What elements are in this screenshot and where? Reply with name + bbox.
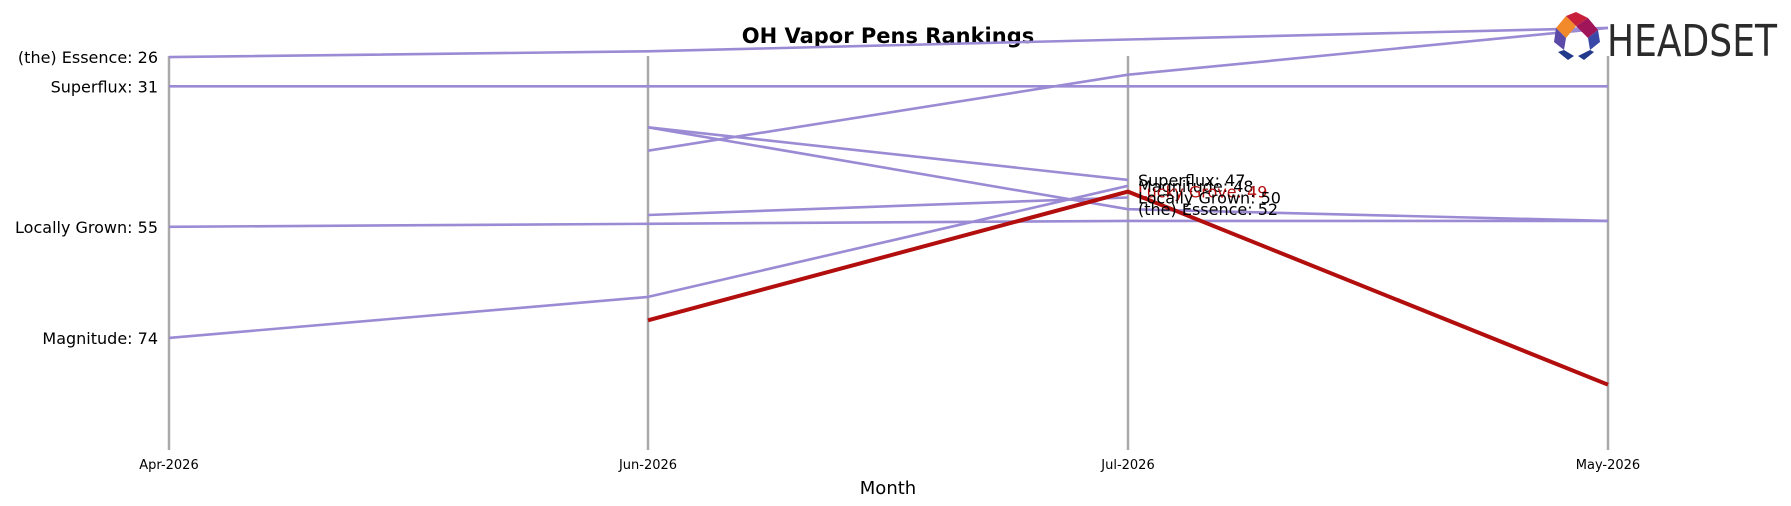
x-tick-label: Jun-2026 bbox=[618, 458, 677, 473]
logo-text: HEADSET bbox=[1607, 16, 1777, 67]
x-tick-label: May-2026 bbox=[1576, 458, 1640, 473]
right-rank-label: Locally Grown: 50 bbox=[1138, 189, 1281, 208]
series-line bbox=[647, 126, 1609, 223]
x-tick-label: Apr-2026 bbox=[139, 458, 198, 473]
right-rank-label: Superflux: 47 bbox=[1138, 171, 1245, 190]
right-rank-label: (the) Essence: 52 bbox=[1138, 200, 1278, 219]
series-line bbox=[647, 196, 1129, 217]
right-rank-label: Lucky Grove: 49 bbox=[1138, 183, 1267, 202]
x-tick-label: Jul-2026 bbox=[1100, 458, 1154, 473]
series-line bbox=[168, 219, 1608, 229]
x-axis-label: Month bbox=[860, 478, 916, 499]
right-rank-label: Magnitude: 48 bbox=[1138, 177, 1254, 196]
headset-logo: HEADSET bbox=[1554, 12, 1777, 67]
series-line bbox=[647, 189, 1609, 387]
left-rank-label: Superflux: 31 bbox=[51, 77, 158, 96]
series-line bbox=[168, 26, 1609, 59]
left-rank-label: Magnitude: 74 bbox=[42, 329, 158, 348]
month-axes bbox=[167, 56, 1610, 450]
x-tick-labels: Apr-2026 Jun-2026 Jul-2026 May-2026 bbox=[139, 458, 1640, 473]
left-rank-label: Locally Grown: 55 bbox=[15, 218, 158, 237]
series-lines bbox=[168, 26, 1609, 387]
logo-mark-icon bbox=[1554, 12, 1600, 60]
left-rank-label: (the) Essence: 26 bbox=[18, 48, 158, 67]
series-line bbox=[647, 26, 1609, 152]
left-rank-labels: (the) Essence: 26 Superflux: 31 Locally Gr… bbox=[15, 48, 158, 348]
series-line bbox=[647, 126, 1129, 182]
series-line bbox=[168, 184, 1129, 340]
